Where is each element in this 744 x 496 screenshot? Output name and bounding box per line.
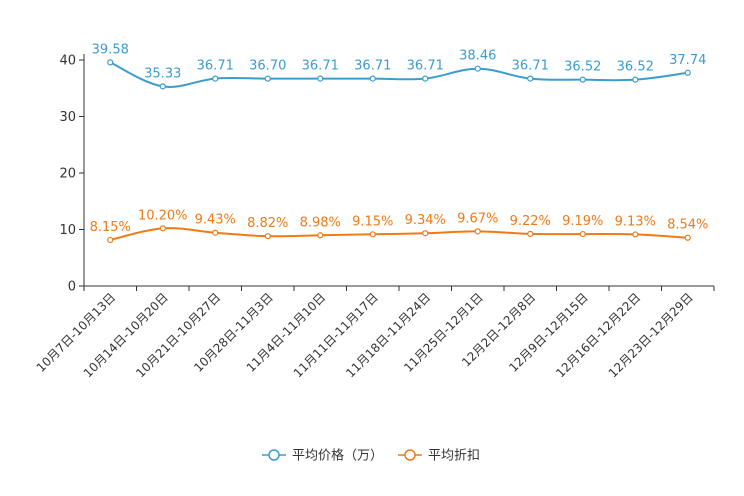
data-point[interactable] bbox=[527, 230, 534, 238]
legend-label: 平均价格（万） bbox=[292, 448, 383, 464]
data-point[interactable] bbox=[422, 75, 429, 82]
data-point[interactable] bbox=[474, 65, 481, 72]
data-point[interactable] bbox=[264, 233, 271, 240]
y-tick-label: 30 bbox=[59, 110, 76, 125]
data-point[interactable] bbox=[264, 75, 271, 82]
data-point[interactable] bbox=[212, 75, 219, 82]
data-point[interactable] bbox=[579, 230, 586, 238]
data-label: 37.74 bbox=[669, 53, 706, 68]
data-point[interactable] bbox=[422, 230, 429, 237]
data-label: 36.71 bbox=[197, 59, 234, 74]
legend-item-avg-price[interactable]: 平均价格（万） bbox=[262, 448, 383, 464]
data-point[interactable] bbox=[212, 229, 219, 236]
legend[interactable]: 平均价格（万） 平均折扣 bbox=[262, 448, 480, 464]
data-label: 9.13% bbox=[615, 214, 656, 229]
data-label: 8.15% bbox=[90, 220, 131, 235]
data-point[interactable] bbox=[474, 228, 481, 235]
data-point[interactable] bbox=[159, 83, 166, 90]
data-label: 9.34% bbox=[405, 213, 446, 228]
x-axis: 10月7日-10月13日10月14日-10月20日10月21日-10月27日10… bbox=[34, 285, 715, 380]
data-label: 8.82% bbox=[247, 216, 288, 231]
y-axis: 0 10 20 30 40 bbox=[59, 54, 85, 295]
data-point[interactable] bbox=[317, 75, 324, 82]
data-point[interactable] bbox=[579, 76, 586, 83]
data-label: 9.22% bbox=[510, 214, 551, 229]
data-point[interactable] bbox=[317, 232, 324, 239]
data-point[interactable] bbox=[107, 236, 114, 244]
data-point[interactable] bbox=[632, 76, 639, 83]
y-tick-label: 40 bbox=[59, 54, 76, 69]
legend-marker-icon bbox=[404, 449, 416, 461]
data-label: 9.67% bbox=[457, 211, 498, 226]
data-label: 38.46 bbox=[459, 49, 496, 64]
data-point[interactable] bbox=[684, 234, 691, 241]
data-label: 36.52 bbox=[617, 60, 654, 75]
data-label: 10.20% bbox=[138, 208, 188, 223]
data-label: 36.71 bbox=[302, 59, 339, 74]
series-avg-discount: 8.15% 10.20% 9.43% 8.82% 8.98% 9.15% 9.34% 9.67… bbox=[90, 208, 708, 244]
series-line bbox=[109, 61, 688, 88]
y-tick-label: 10 bbox=[59, 223, 76, 238]
data-label: 8.54% bbox=[667, 218, 708, 233]
data-label: 36.70 bbox=[249, 59, 286, 74]
data-label: 36.71 bbox=[512, 59, 549, 74]
y-tick-label: 20 bbox=[59, 167, 76, 182]
data-label: 9.19% bbox=[562, 214, 603, 229]
series-layer: 39.58 35.33 36.71 36.70 36.71 36.71 36.71 38.46… bbox=[90, 42, 708, 244]
legend-label: 平均折扣 bbox=[428, 449, 480, 464]
data-point[interactable] bbox=[684, 69, 691, 76]
data-label: 36.71 bbox=[354, 59, 391, 74]
y-tick-label: 0 bbox=[68, 280, 76, 295]
data-point[interactable] bbox=[159, 225, 166, 232]
data-point[interactable] bbox=[107, 59, 114, 66]
series-line bbox=[110, 227, 688, 241]
data-point[interactable] bbox=[632, 231, 639, 238]
data-label: 36.71 bbox=[407, 59, 444, 74]
data-label: 36.52 bbox=[564, 60, 601, 75]
legend-item-avg-discount[interactable]: 平均折扣 bbox=[398, 449, 480, 464]
series-avg-price: 39.58 35.33 36.71 36.70 36.71 36.71 36.71 38.46… bbox=[92, 42, 706, 90]
data-label: 39.58 bbox=[92, 42, 129, 57]
data-point[interactable] bbox=[369, 75, 376, 82]
data-label: 35.33 bbox=[144, 66, 181, 81]
data-label: 9.15% bbox=[352, 214, 393, 229]
data-label: 9.43% bbox=[195, 213, 236, 228]
data-point[interactable] bbox=[527, 75, 534, 82]
data-point[interactable] bbox=[369, 231, 376, 238]
legend-marker-icon bbox=[268, 449, 280, 461]
data-label: 8.98% bbox=[300, 215, 341, 230]
